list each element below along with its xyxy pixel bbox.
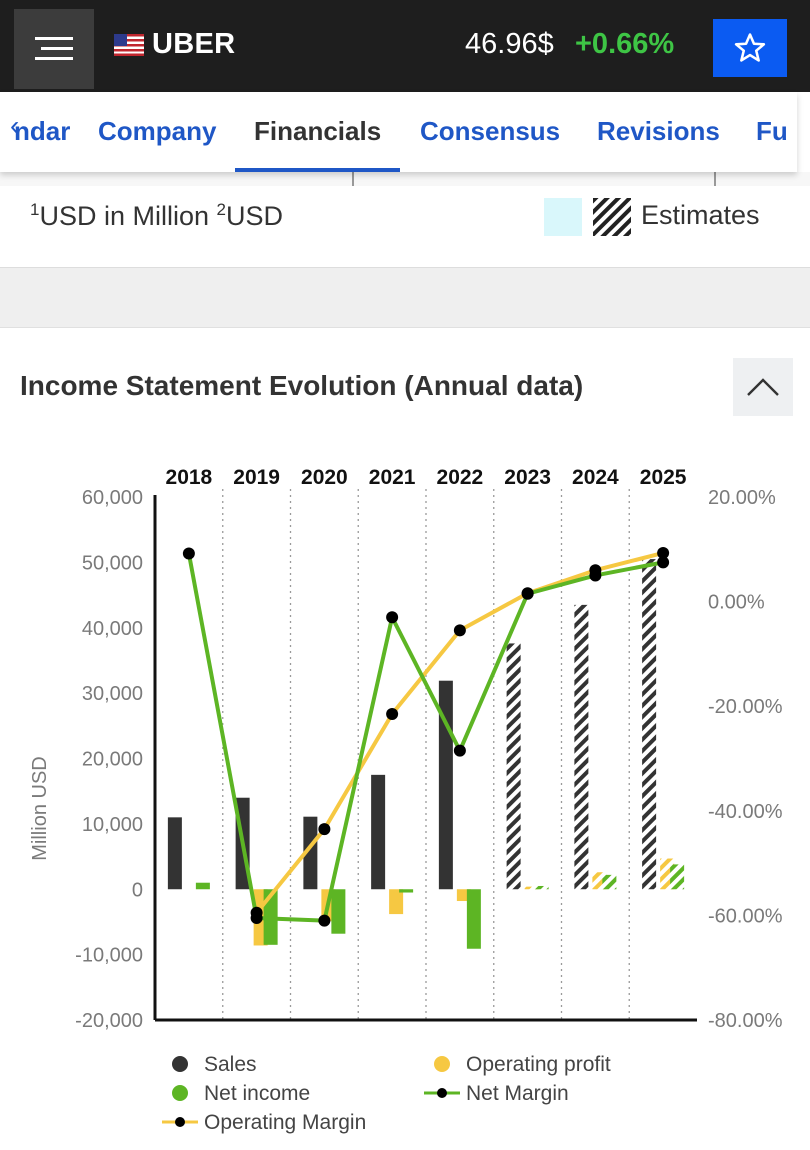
tab-financials[interactable]: Financials (254, 116, 382, 146)
tab-calendar[interactable]: ndar (14, 116, 71, 146)
price-change: +0.66% (575, 28, 675, 60)
legend-net-margin-marker-dot (437, 1088, 447, 1098)
x-tick-label: 2022 (437, 466, 484, 489)
star-icon (734, 33, 766, 62)
x-tick-label: 2025 (640, 466, 687, 489)
bar-net-income (331, 889, 346, 934)
y-tick-label: 60,000 (82, 487, 143, 509)
y-tick-label: -10,000 (75, 945, 143, 967)
legend-net-margin: Net Margin (466, 1082, 569, 1105)
bar-sales (167, 817, 182, 890)
line-net-margin (186, 553, 664, 923)
bar-sales (574, 604, 589, 890)
y-tick-label: 30,000 (82, 683, 143, 705)
tab-revisions[interactable]: Revisions (597, 116, 720, 146)
line-operating-margin (255, 551, 664, 915)
estimates-label: Estimates (641, 200, 760, 230)
y2-tick-label: -20.00% (708, 696, 783, 718)
bar-sales (371, 774, 386, 890)
hamburger-icon (35, 37, 73, 60)
legend-operating-margin-marker-dot (175, 1117, 185, 1127)
point-net-margin (453, 744, 466, 757)
bar-sales (506, 643, 521, 890)
bar-net-income (670, 864, 685, 890)
legend-net-income: Net income (204, 1082, 310, 1105)
tab-company[interactable]: Company (98, 116, 217, 146)
bar-sales (642, 559, 657, 890)
x-tick-label: 2019 (233, 466, 280, 489)
point-operating-margin (453, 624, 466, 637)
tab-consensus[interactable]: Consensus (420, 116, 561, 146)
legend-operating-profit-marker (434, 1056, 450, 1072)
bar-operating-profit (524, 886, 539, 890)
x-tick-label: 2020 (301, 466, 348, 489)
estimate-hatch-swatch (593, 198, 631, 236)
bar-operating-profit (389, 889, 404, 915)
us-flag-icon (114, 34, 144, 56)
units-legend: 1USD in Million 2USD Estimates (0, 186, 810, 268)
y-tick-label: 10,000 (82, 814, 143, 836)
bar-net-income (602, 874, 617, 890)
point-operating-margin (318, 823, 331, 836)
bar-net-income (399, 889, 414, 893)
x-tick-label: 2024 (572, 466, 619, 489)
point-operating-margin (386, 708, 399, 721)
point-net-margin (318, 914, 331, 927)
section-separator (0, 268, 810, 328)
bar-sales (303, 816, 318, 890)
y2-tick-label: -40.00% (708, 801, 783, 823)
point-net-margin (521, 587, 534, 600)
bar-operating-profit (456, 889, 471, 902)
active-tab-indicator (235, 168, 400, 172)
y2-tick-label: -80.00% (708, 1010, 783, 1032)
y-tick-label: 0 (132, 879, 143, 901)
tab-bar: ‹ ndar Company Financials Consensus Revi… (0, 92, 797, 172)
top-bar: UBER 46.96$ +0.66% (0, 0, 810, 92)
bar-net-income (195, 882, 210, 890)
watchlist-button[interactable] (713, 19, 787, 77)
point-net-margin (657, 556, 670, 569)
legend-net-income-marker (172, 1085, 188, 1101)
y2-tick-label: 0.00% (708, 592, 765, 614)
point-net-margin (250, 912, 263, 925)
tab-more[interactable]: Fu (756, 116, 788, 146)
y2-tick-label: -60.00% (708, 905, 783, 927)
stock-price: 46.96$ (465, 28, 554, 60)
table-column-ticks (0, 172, 810, 186)
bar-net-income (534, 885, 549, 890)
legend-operating-profit: Operating profit (466, 1053, 611, 1076)
legend-sales: Sales (204, 1053, 257, 1076)
y-tick-label: 20,000 (82, 749, 143, 771)
y-tick-label: 40,000 (82, 618, 143, 640)
estimate-highlight-swatch (544, 198, 582, 236)
x-tick-label: 2021 (369, 466, 416, 489)
legend-sales-marker (172, 1056, 188, 1072)
point-net-margin (589, 569, 602, 582)
point-net-margin (386, 611, 399, 624)
collapse-button[interactable] (733, 358, 793, 416)
ticker-symbol: UBER (152, 28, 236, 60)
y-tick-label: -20,000 (75, 1010, 143, 1032)
menu-button[interactable] (14, 9, 94, 89)
point-net-margin (182, 547, 195, 560)
income-statement-chart: 2018 2019 2020 2021 2022 2023 2024 2025 60,000 50… (29, 466, 783, 1134)
y-tick-label: 50,000 (82, 552, 143, 574)
section-title: Income Statement Evolution (Annual data) (20, 370, 584, 401)
tabs-scroll-left-icon[interactable]: ‹ (10, 110, 20, 141)
units-note: 1USD in Million 2USD (30, 200, 284, 231)
y2-tick-label: 20.00% (708, 487, 776, 509)
point-operating-margin (657, 546, 670, 559)
bar-net-income (466, 889, 481, 949)
x-tick-label: 2023 (504, 466, 551, 489)
y-axis-label: Million USD (29, 756, 51, 860)
legend-operating-margin: Operating Margin (204, 1111, 366, 1134)
chevron-up-icon (747, 378, 779, 396)
x-tick-label: 2018 (166, 466, 213, 489)
